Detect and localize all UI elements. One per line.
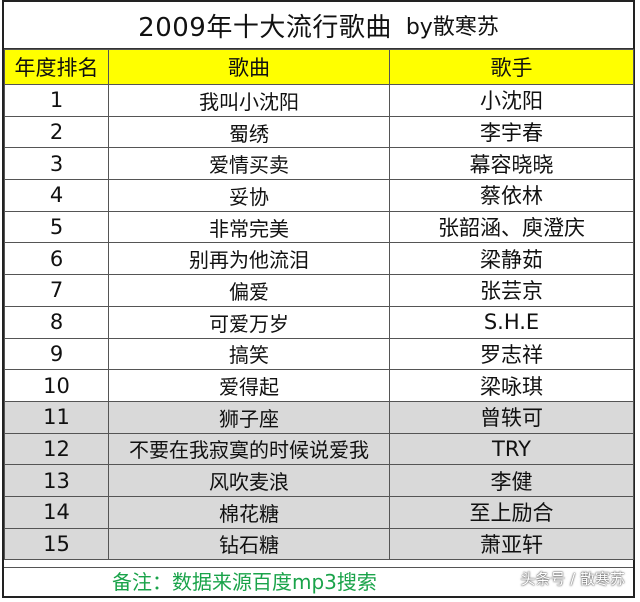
- rank-cell: 11: [4, 400, 109, 434]
- table-row: 11 狮子座 曾轶可: [4, 400, 634, 434]
- table-row: 7 偏爱 张芸京: [4, 274, 634, 307]
- song-cell: 别再为他流泪: [108, 242, 390, 276]
- rank-cell: 7: [4, 274, 109, 307]
- table-row: 9 搞笑 罗志祥: [4, 337, 634, 371]
- rank-cell: 15: [4, 527, 109, 561]
- singer-cell: TRY: [389, 432, 634, 466]
- table-row: 10 爱得起 梁咏琪: [4, 369, 634, 402]
- rank-cell: 9: [4, 337, 109, 371]
- source-note: 备注：数据来源百度mp3搜索: [112, 570, 377, 594]
- song-cell: 妥协: [108, 179, 390, 212]
- song-cell: 狮子座: [108, 400, 390, 434]
- singer-cell: 幕容晓晓: [389, 147, 634, 181]
- header-song: 歌曲: [108, 49, 390, 85]
- singer-cell: 张芸京: [389, 274, 634, 307]
- singer-cell: 曾轶可: [389, 400, 634, 434]
- watermark-text: 头条号 / 散寒苏: [520, 570, 625, 588]
- table-row: 3 爱情买卖 幕容晓晓: [4, 147, 634, 181]
- song-cell: 风吹麦浪: [108, 464, 390, 497]
- table-row: 13 风吹麦浪 李健: [4, 464, 634, 497]
- rank-cell: 3: [4, 147, 109, 181]
- rank-cell: 10: [4, 369, 109, 402]
- rank-cell: 1: [4, 84, 109, 117]
- singer-cell: 至上励合: [389, 495, 634, 529]
- song-cell: 可爱万岁: [108, 305, 390, 339]
- singer-cell: 小沈阳: [389, 84, 634, 117]
- title-author: by散寒苏: [405, 15, 499, 40]
- singer-cell: S.H.E: [389, 305, 634, 339]
- table-row: 12 不要在我寂寞的时候说爱我 TRY: [4, 432, 634, 466]
- rank-cell: 4: [4, 179, 109, 212]
- watermark: 头条号 / 散寒苏: [496, 568, 625, 589]
- singer-cell: 蔡依林: [389, 179, 634, 212]
- song-cell: 不要在我寂寞的时候说爱我: [108, 432, 390, 466]
- rank-cell: 5: [4, 210, 109, 244]
- singer-cell: 萧亚轩: [389, 527, 634, 561]
- header-singer: 歌手: [389, 49, 634, 85]
- rank-cell: 12: [4, 432, 109, 466]
- ranking-table: 年度排名 歌曲 歌手 1 我叫小沈阳 小沈阳 2 蜀绣 李宇春 3 爱情买卖 幕容晓晓 4 妥协 蔡依…: [4, 49, 634, 561]
- table-row: 8 可爱万岁 S.H.E: [4, 305, 634, 339]
- note-row: 备注：数据来源百度mp3搜索: [4, 567, 633, 597]
- song-cell: 我叫小沈阳: [108, 84, 390, 117]
- header-rank: 年度排名: [4, 49, 109, 85]
- song-cell: 搞笑: [108, 337, 390, 371]
- page-title: 2009年十大流行歌曲: [138, 12, 392, 43]
- rank-cell: 13: [4, 464, 109, 497]
- singer-cell: 李健: [389, 464, 634, 497]
- song-cell: 钻石糖: [108, 527, 390, 561]
- singer-cell: 张韶涵、庾澄庆: [389, 210, 634, 244]
- song-cell: 非常完美: [108, 210, 390, 244]
- header-row: 年度排名 歌曲 歌手: [4, 49, 634, 85]
- table-row: 15 钻石糖 萧亚轩: [4, 527, 634, 561]
- rank-cell: 14: [4, 495, 109, 529]
- singer-cell: 李宇春: [389, 115, 634, 149]
- singer-cell: 梁静茹: [389, 242, 634, 276]
- title-row: 2009年十大流行歌曲 by散寒苏: [4, 2, 633, 49]
- table-row: 14 棉花糖 至上励合: [4, 495, 634, 529]
- rank-cell: 8: [4, 305, 109, 339]
- song-cell: 爱得起: [108, 369, 390, 402]
- song-cell: 棉花糖: [108, 495, 390, 529]
- song-cell: 爱情买卖: [108, 147, 390, 181]
- table-row: 6 别再为他流泪 梁静茹: [4, 242, 634, 276]
- chat-bubble-icon: [497, 570, 516, 587]
- table-row: 2 蜀绣 李宇春: [4, 115, 634, 149]
- singer-cell: 梁咏琪: [389, 369, 634, 402]
- table-row: 5 非常完美 张韶涵、庾澄庆: [4, 210, 634, 244]
- singer-cell: 罗志祥: [389, 337, 634, 371]
- rank-cell: 2: [4, 115, 109, 149]
- table-row: 4 妥协 蔡依林: [4, 179, 634, 212]
- song-cell: 偏爱: [108, 274, 390, 307]
- song-cell: 蜀绣: [108, 115, 390, 149]
- rank-cell: 6: [4, 242, 109, 276]
- table-row: 1 我叫小沈阳 小沈阳: [4, 84, 634, 117]
